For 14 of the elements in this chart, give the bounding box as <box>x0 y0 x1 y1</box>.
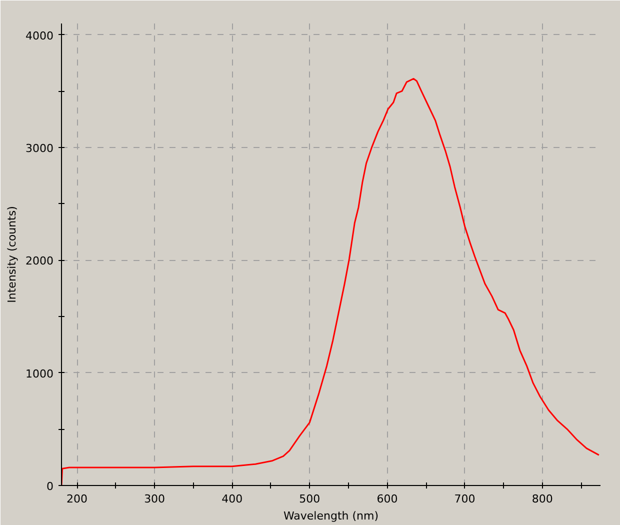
y-tick-label: 3000 <box>26 142 54 155</box>
x-tick-label: 500 <box>299 492 320 506</box>
x-axis-title: Wavelength (nm) <box>283 510 379 522</box>
y-tick-label: 4000 <box>26 29 54 42</box>
y-tick-label: 0 <box>46 480 54 493</box>
y-axis-title: Intensity (counts) <box>6 206 19 303</box>
x-tick-label: 200 <box>66 492 88 506</box>
x-tick-label: 600 <box>376 492 398 506</box>
y-tick-label: 2000 <box>26 254 54 268</box>
x-tick-label: 700 <box>454 492 476 506</box>
x-tick-label: 300 <box>144 492 166 506</box>
x-tick-label: 800 <box>532 492 553 506</box>
x-tick-label: 400 <box>222 492 243 506</box>
y-tick-label: 1000 <box>26 367 54 380</box>
